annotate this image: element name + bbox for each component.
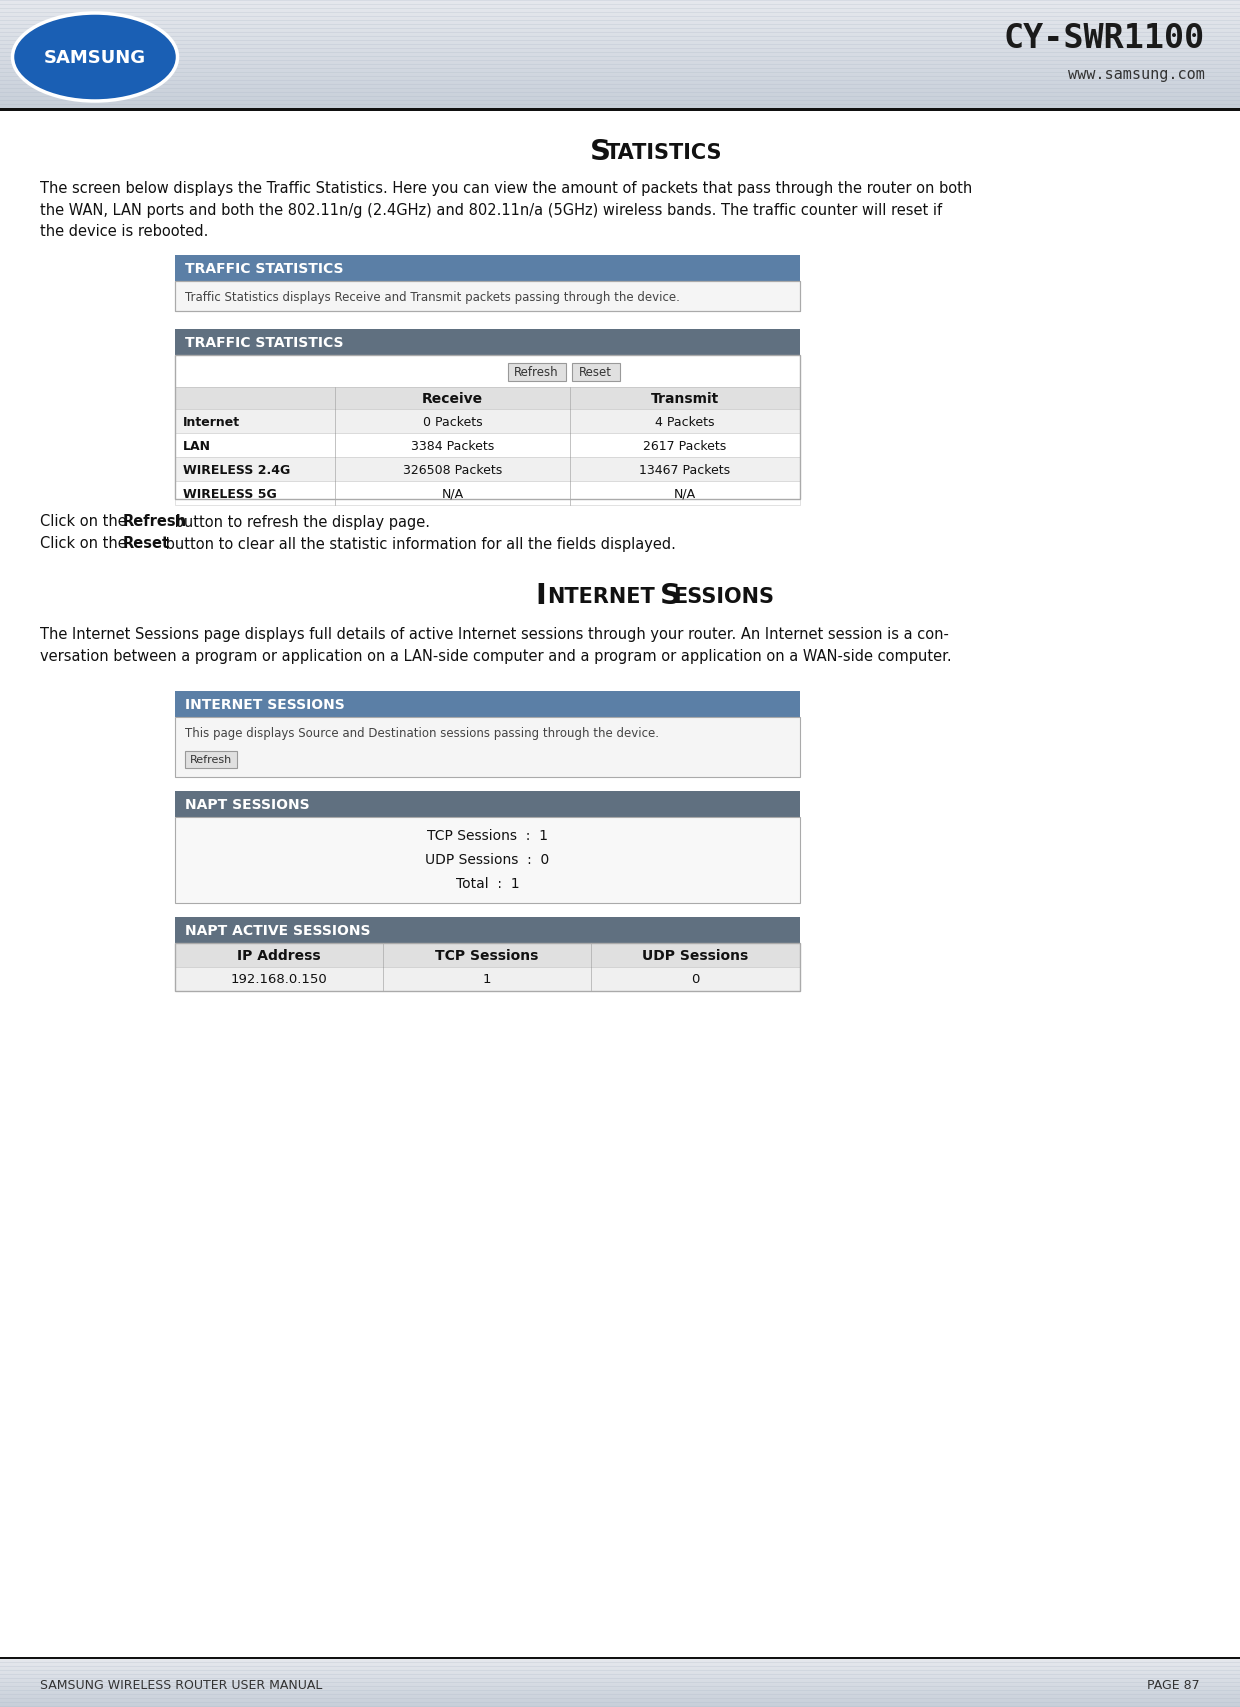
- Text: TRAFFIC STATISTICS: TRAFFIC STATISTICS: [185, 336, 343, 350]
- Bar: [175, 355, 800, 500]
- Bar: [175, 282, 800, 312]
- Text: The Internet Sessions page displays full details of active Internet sessions thr: The Internet Sessions page displays full…: [40, 626, 949, 642]
- Text: TATISTICS: TATISTICS: [606, 143, 723, 162]
- Text: S: S: [590, 138, 611, 166]
- Text: WIRELESS 5G: WIRELESS 5G: [184, 486, 277, 500]
- Text: ESSIONS: ESSIONS: [673, 587, 774, 606]
- Text: Refresh: Refresh: [123, 514, 187, 529]
- Text: 1: 1: [482, 973, 491, 987]
- Text: SAMSUNG: SAMSUNG: [43, 50, 146, 67]
- Text: Reset: Reset: [123, 536, 170, 551]
- Text: 2617 Packets: 2617 Packets: [644, 439, 727, 452]
- Bar: [175, 717, 800, 778]
- Bar: [507, 364, 565, 382]
- Text: CY-SWR1100: CY-SWR1100: [1003, 22, 1205, 55]
- Text: PAGE 87: PAGE 87: [1147, 1678, 1200, 1692]
- Text: 13467 Packets: 13467 Packets: [640, 463, 730, 476]
- Bar: [175, 691, 800, 717]
- Text: versation between a program or application on a LAN-side computer and a program : versation between a program or applicati…: [40, 649, 951, 662]
- Bar: [175, 968, 800, 992]
- Text: 192.168.0.150: 192.168.0.150: [231, 973, 327, 987]
- Text: 0 Packets: 0 Packets: [423, 415, 482, 428]
- Text: NAPT SESSIONS: NAPT SESSIONS: [185, 797, 310, 811]
- Text: TCP Sessions  :  1: TCP Sessions : 1: [427, 828, 548, 843]
- Bar: [175, 329, 800, 355]
- Text: 3384 Packets: 3384 Packets: [410, 439, 494, 452]
- Text: S: S: [660, 582, 681, 609]
- Text: Refresh: Refresh: [190, 754, 232, 765]
- Bar: [175, 282, 800, 312]
- Text: LAN: LAN: [184, 439, 211, 452]
- Bar: [175, 410, 800, 434]
- Text: Transmit: Transmit: [651, 393, 719, 406]
- Bar: [175, 457, 800, 481]
- Ellipse shape: [12, 14, 177, 102]
- Text: IP Address: IP Address: [237, 949, 321, 963]
- Bar: [0, 1657, 1240, 1659]
- Text: INTERNET SESSIONS: INTERNET SESSIONS: [185, 698, 345, 712]
- Bar: [185, 751, 237, 768]
- Bar: [175, 818, 800, 903]
- Bar: [0, 109, 1240, 113]
- Text: UDP Sessions: UDP Sessions: [642, 949, 748, 963]
- Text: NTERNET: NTERNET: [547, 587, 655, 606]
- Text: 326508 Packets: 326508 Packets: [403, 463, 502, 476]
- Bar: [175, 944, 800, 968]
- Bar: [175, 917, 800, 944]
- Text: Click on the: Click on the: [40, 514, 131, 529]
- Text: SAMSUNG WIRELESS ROUTER USER MANUAL: SAMSUNG WIRELESS ROUTER USER MANUAL: [40, 1678, 322, 1692]
- Text: TRAFFIC STATISTICS: TRAFFIC STATISTICS: [185, 261, 343, 277]
- Bar: [175, 387, 800, 410]
- Text: N/A: N/A: [673, 486, 696, 500]
- Bar: [175, 792, 800, 818]
- Text: The screen below displays the Traffic Statistics. Here you can view the amount o: The screen below displays the Traffic St…: [40, 181, 972, 195]
- Bar: [175, 944, 800, 992]
- Text: Refresh: Refresh: [515, 367, 559, 379]
- Text: I: I: [534, 582, 546, 609]
- Bar: [175, 256, 800, 282]
- Text: NAPT ACTIVE SESSIONS: NAPT ACTIVE SESSIONS: [185, 923, 371, 937]
- Text: TCP Sessions: TCP Sessions: [435, 949, 538, 963]
- Text: www.samsung.com: www.samsung.com: [1068, 67, 1205, 82]
- Text: button to refresh the display page.: button to refresh the display page.: [170, 514, 430, 529]
- Text: UDP Sessions  :  0: UDP Sessions : 0: [425, 852, 549, 867]
- Text: N/A: N/A: [441, 486, 464, 500]
- Bar: [175, 481, 800, 505]
- Bar: [175, 434, 800, 457]
- Text: the device is rebooted.: the device is rebooted.: [40, 224, 208, 239]
- Text: the WAN, LAN ports and both the 802.11n/g (2.4GHz) and 802.11n/a (5GHz) wireless: the WAN, LAN ports and both the 802.11n/…: [40, 203, 942, 217]
- Text: 4 Packets: 4 Packets: [655, 415, 714, 428]
- Text: This page displays Source and Destination sessions passing through the device.: This page displays Source and Destinatio…: [185, 727, 658, 741]
- Text: Traffic Statistics displays Receive and Transmit packets passing through the dev: Traffic Statistics displays Receive and …: [185, 290, 680, 304]
- Text: WIRELESS 2.4G: WIRELESS 2.4G: [184, 463, 290, 476]
- Text: Receive: Receive: [422, 393, 484, 406]
- Text: Internet: Internet: [184, 415, 241, 428]
- Text: button to clear all the statistic information for all the fields displayed.: button to clear all the statistic inform…: [161, 536, 676, 551]
- Text: Total  :  1: Total : 1: [455, 876, 520, 891]
- Bar: [572, 364, 620, 382]
- Text: 0: 0: [691, 973, 699, 987]
- Text: Click on the: Click on the: [40, 536, 131, 551]
- Text: Reset: Reset: [579, 367, 613, 379]
